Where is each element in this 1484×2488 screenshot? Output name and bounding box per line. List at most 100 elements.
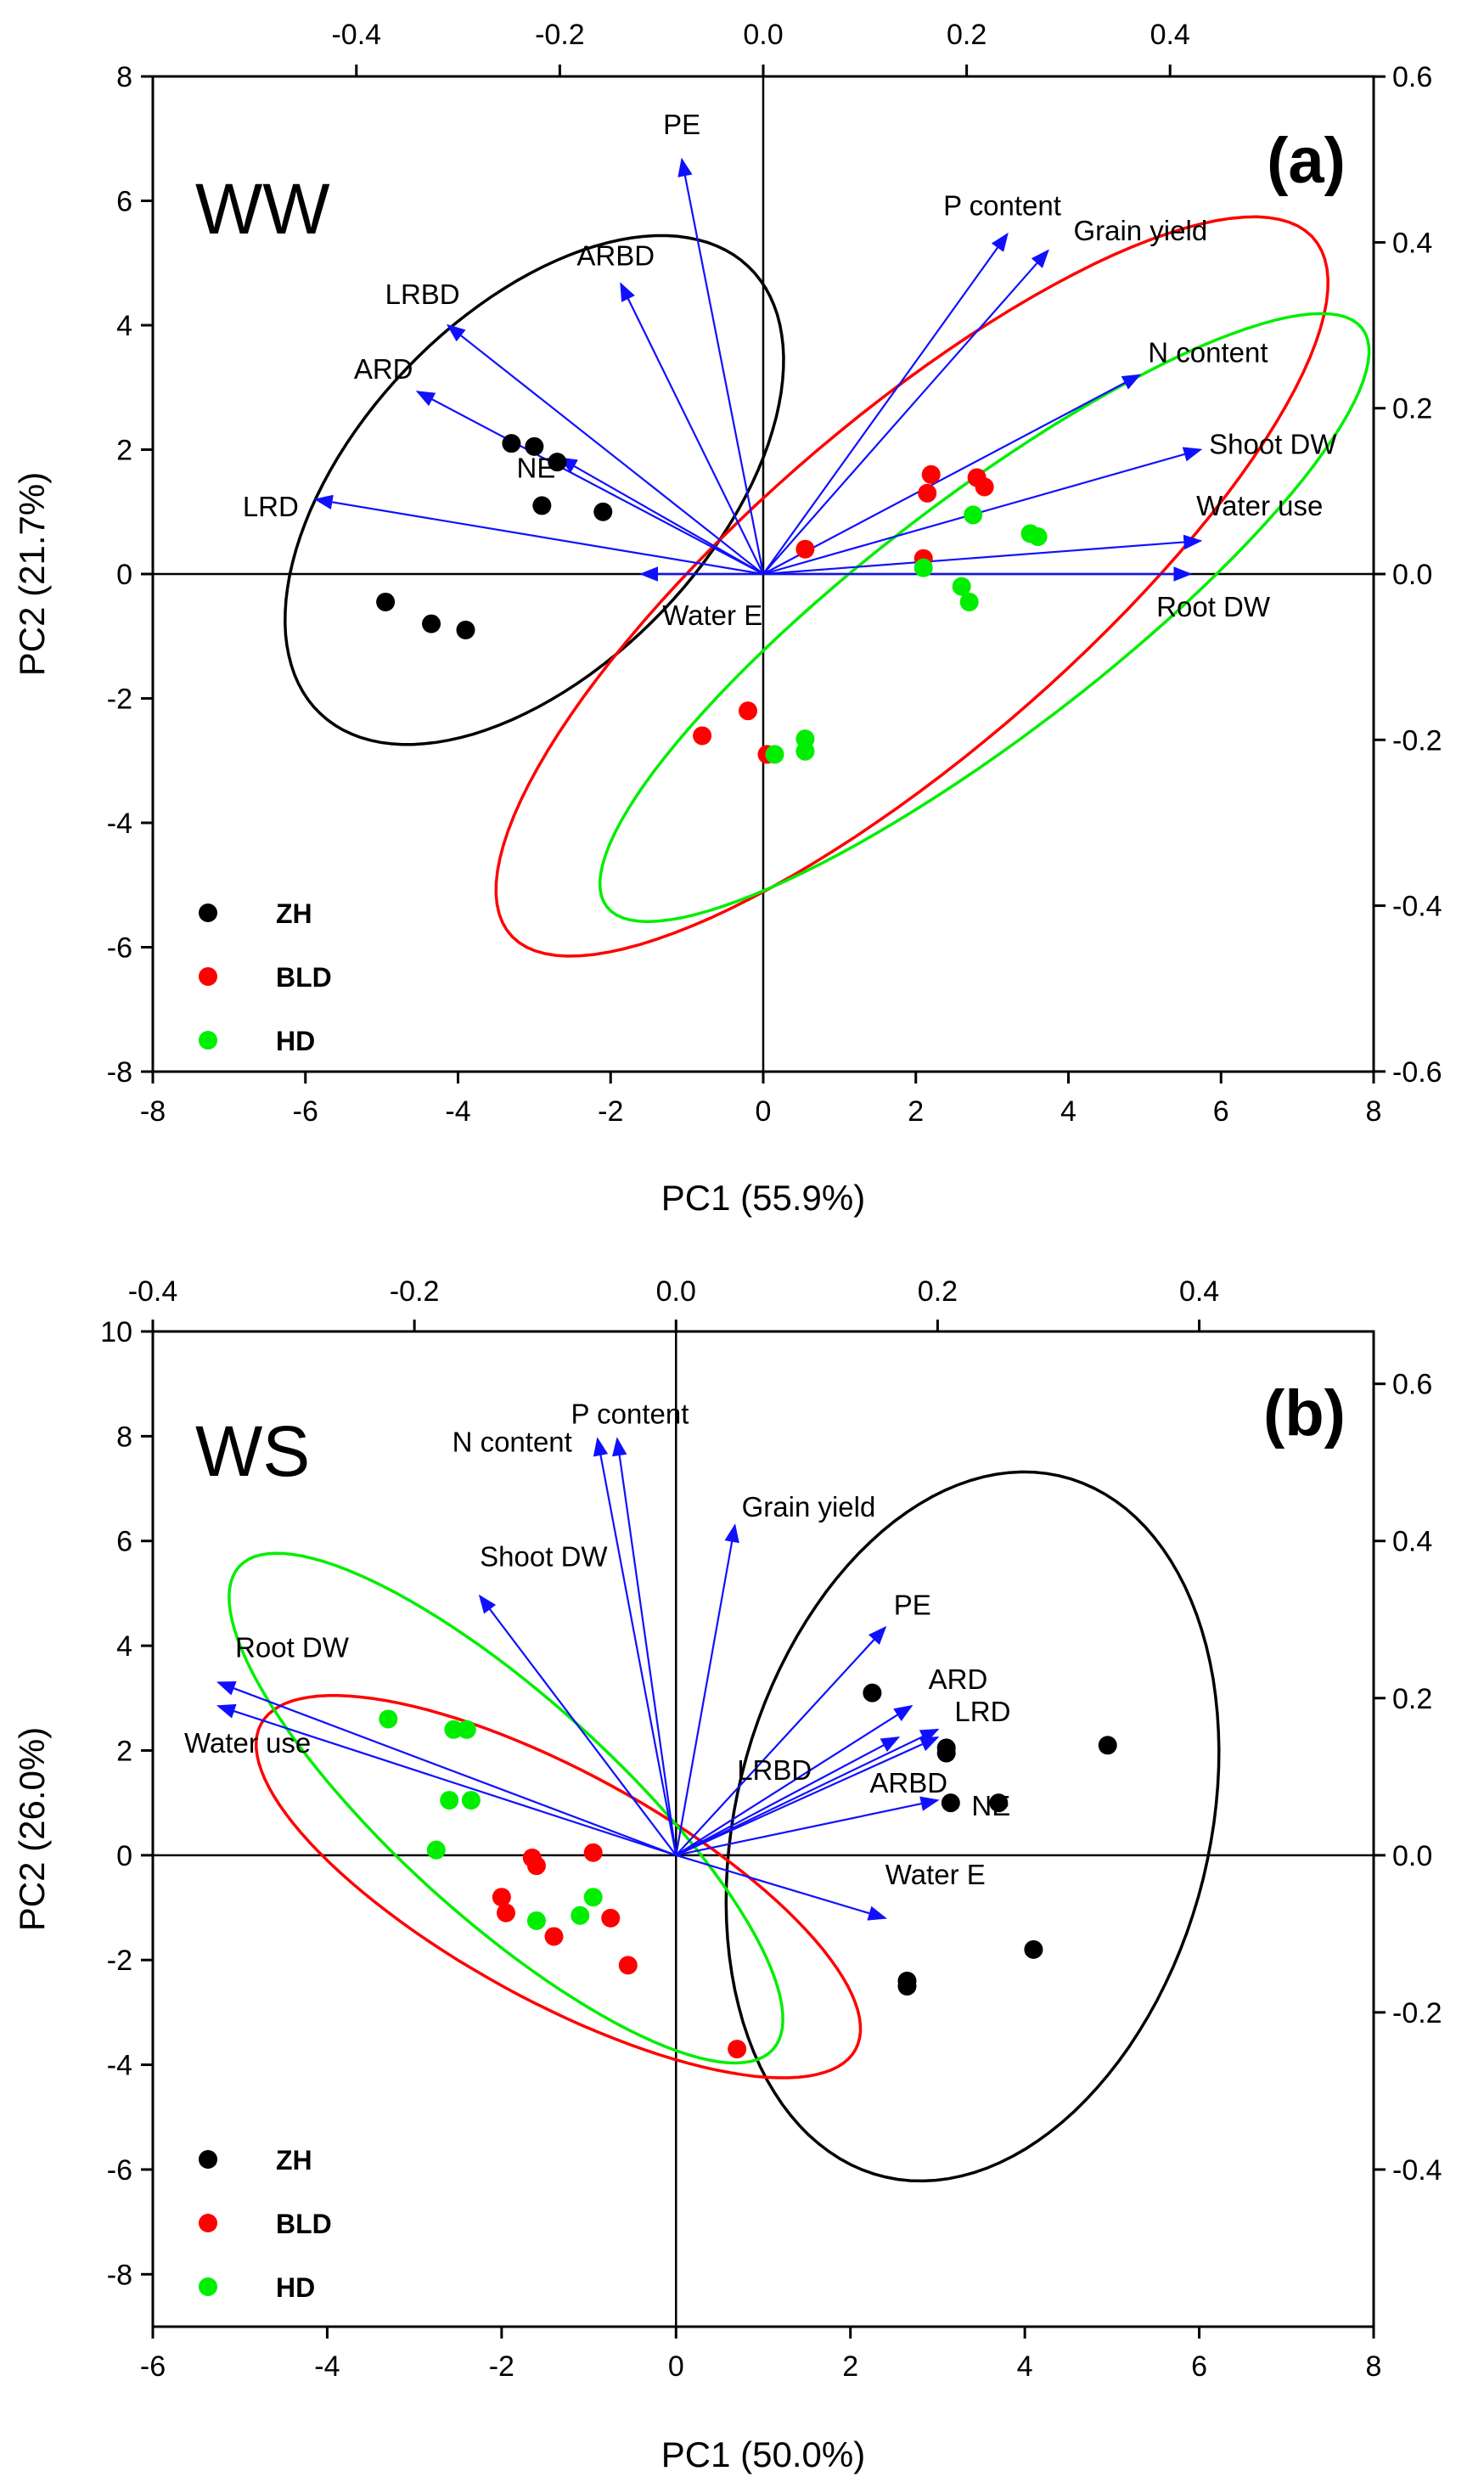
confidence-ellipse-hd	[598, 312, 1371, 924]
score-point-hd	[1028, 527, 1048, 547]
right-tick-label: -0.4	[1392, 891, 1442, 923]
score-point-bld	[693, 726, 712, 746]
loading-arrow	[593, 1437, 677, 1856]
legend-label: BLD	[276, 2209, 332, 2239]
confidence-ellipse-bld	[494, 215, 1329, 958]
loading-arrow	[762, 232, 1009, 575]
loading-arrow	[762, 447, 1203, 576]
score-point-hd	[583, 1888, 603, 1907]
loading-arrow	[675, 1523, 739, 1856]
score-point-hd	[461, 1791, 481, 1810]
score-point-zh	[593, 502, 613, 521]
loading-arrow	[558, 457, 764, 575]
score-point-bld	[601, 1908, 621, 1928]
loading-arrow	[762, 534, 1203, 576]
score-point-zh	[548, 453, 567, 472]
top-tick-label: 0.4	[1179, 1275, 1219, 1308]
legend-marker-bld	[199, 2214, 217, 2232]
top-tick-label: -0.2	[535, 19, 585, 51]
score-point-zh	[525, 436, 544, 456]
loading-arrow	[612, 1437, 677, 1855]
confidence-ellipse-zh	[284, 234, 785, 746]
loading-label: Grain yield	[742, 1491, 876, 1523]
loading-arrow	[478, 1594, 677, 1856]
loading-label: Water E	[885, 1859, 986, 1890]
y-tick-label: -8	[107, 2259, 132, 2291]
right-tick-label: -0.2	[1392, 1997, 1442, 2029]
score-point-zh	[936, 1743, 956, 1763]
x-tick-label: 2	[842, 2350, 858, 2383]
loading-arrow	[677, 157, 765, 575]
right-tick-label: 0.2	[1392, 393, 1432, 425]
score-point-hd	[913, 558, 933, 577]
x-tick-label: 8	[1366, 1095, 1382, 1128]
right-tick-label: 0.4	[1392, 1526, 1432, 1558]
loading-label: Root DW	[235, 1631, 350, 1663]
loading-label: LRBD	[385, 279, 460, 310]
legend-marker-zh	[199, 2150, 217, 2169]
y-tick-label: -4	[107, 2050, 132, 2082]
y-tick-label: -2	[107, 1945, 132, 1977]
score-point-bld	[526, 1856, 546, 1876]
y-tick-label: 0	[116, 559, 132, 591]
loading-arrow	[313, 494, 764, 576]
plot-frame	[151, 1330, 1375, 2328]
legend-marker-hd	[199, 1031, 217, 1050]
score-point-bld	[544, 1927, 564, 1946]
loading-arrow	[620, 282, 764, 575]
treatment-label: WS	[195, 1411, 310, 1491]
x-tick-label: 4	[1017, 2350, 1033, 2383]
y-axis-label: PC2 (21.7%)	[12, 472, 52, 676]
score-point-zh	[532, 496, 552, 515]
x-tick-label: 0	[668, 2350, 684, 2383]
x-tick-label: -6	[293, 1095, 318, 1128]
y-tick-label: -8	[107, 1056, 132, 1089]
x-tick-label: 4	[1060, 1095, 1076, 1128]
top-tick-label: 0.0	[743, 19, 783, 51]
score-point-hd	[959, 592, 979, 611]
top-tick-label: -0.2	[390, 1275, 440, 1308]
score-point-hd	[952, 577, 971, 596]
y-tick-label: 4	[116, 1630, 132, 1663]
score-point-zh	[456, 620, 475, 639]
score-point-hd	[765, 745, 784, 764]
legend-marker-hd	[199, 2277, 217, 2296]
panel-label: (b)	[1263, 1377, 1346, 1449]
score-point-bld	[975, 477, 994, 497]
score-point-hd	[426, 1840, 446, 1860]
score-point-hd	[964, 505, 983, 525]
loading-label: P content	[571, 1398, 689, 1429]
loading-label: PE	[894, 1590, 931, 1621]
loading-label: Shoot DW	[1209, 429, 1337, 460]
top-tick-label: 0.2	[918, 1275, 958, 1308]
x-tick-label: -2	[489, 2350, 514, 2383]
top-tick-label: 0.4	[1150, 19, 1190, 51]
legend-marker-zh	[199, 903, 217, 922]
right-tick-label: 0.4	[1392, 227, 1432, 259]
loading-arrow	[675, 1625, 887, 1856]
legend-label: HD	[276, 2272, 315, 2303]
loading-arrow	[675, 1737, 940, 1856]
score-point-bld	[918, 483, 937, 503]
score-point-bld	[921, 464, 941, 484]
score-point-zh	[376, 592, 396, 611]
score-point-bld	[795, 539, 815, 559]
loading-label: ARBD	[869, 1767, 947, 1798]
loading-label: Water use	[184, 1727, 311, 1759]
legend-label: BLD	[276, 962, 332, 993]
x-tick-label: -6	[140, 2350, 166, 2383]
x-tick-label: -4	[314, 2350, 340, 2383]
score-point-zh	[1024, 1939, 1043, 1959]
top-tick-label: 0.2	[947, 19, 987, 51]
loading-label: Water E	[662, 599, 762, 631]
loading-label: Water use	[1196, 490, 1323, 521]
loading-label: N content	[453, 1426, 572, 1457]
loading-label: ARD	[929, 1663, 988, 1695]
x-tick-label: -2	[598, 1095, 623, 1128]
x-tick-label: 8	[1366, 2350, 1382, 2383]
y-tick-label: -4	[107, 808, 132, 840]
x-tick-label: 6	[1191, 2350, 1207, 2383]
loading-label: PE	[663, 109, 700, 140]
y-tick-label: -6	[107, 2154, 132, 2187]
